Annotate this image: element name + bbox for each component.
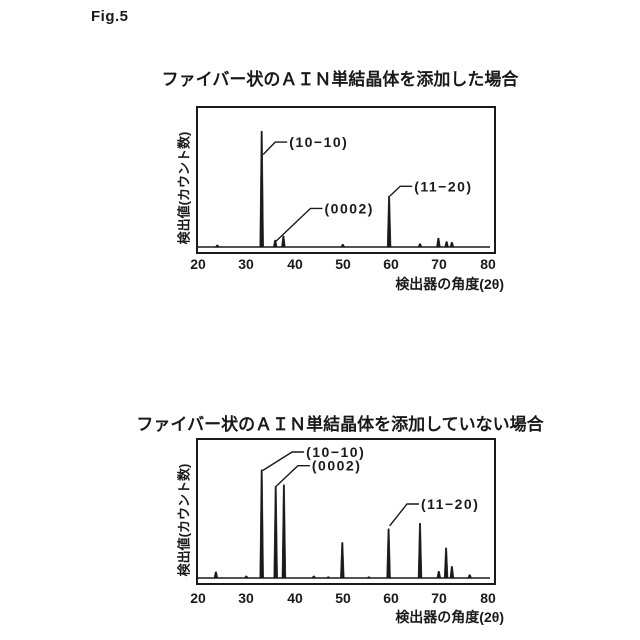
x-tick-label: 30 xyxy=(238,256,254,272)
x-tick-label: 70 xyxy=(431,256,447,272)
xrd-trace-svg: (10−10)(0002) (11−20) xyxy=(198,444,490,579)
x-axis-ticks: 20 30 40 50 60 70 80 xyxy=(0,590,640,608)
x-tick-label: 50 xyxy=(335,256,351,272)
peak-annotation-label: (10−10) xyxy=(289,134,348,150)
plot-area: (10−10) (0002) (11−20) xyxy=(196,106,496,254)
figure-label: Fig.5 xyxy=(91,8,129,25)
x-tick-label: 50 xyxy=(335,590,351,606)
y-axis-label: 検出値(カウント数) xyxy=(176,131,192,245)
x-tick-label: 60 xyxy=(383,256,399,272)
x-tick-label: 40 xyxy=(287,590,303,606)
x-tick-label: 80 xyxy=(480,256,496,272)
plot-area: (10−10) (0002) (11−20) xyxy=(196,438,496,585)
annotation-leader-line xyxy=(275,465,310,487)
x-tick-label: 70 xyxy=(431,590,447,606)
annotation-leader-line xyxy=(389,503,419,527)
x-tick-label: 20 xyxy=(190,590,206,606)
x-tick-label: 60 xyxy=(383,590,399,606)
xrd-chart-with-aln-fiber: ファイバー状のＡＩＮ単結晶体を添加した場合 検出値(カウント数) (10−10)… xyxy=(0,62,640,300)
diffraction-peaks xyxy=(213,469,472,579)
peak-annotation-label: (0002) xyxy=(312,458,361,474)
peak-annotation-label: (11−20) xyxy=(421,496,479,512)
x-axis-label: 検出器の角度(2θ) xyxy=(395,609,504,625)
annotation-leader-line xyxy=(389,185,413,197)
x-axis-ticks: 20 30 40 50 60 70 80 xyxy=(0,256,640,274)
x-tick-label: 30 xyxy=(238,590,254,606)
xrd-chart-without-aln-fiber: ファイバー状のＡＩＮ単結晶体を添加していない場合 検出値(カウント数) (10−… xyxy=(0,404,640,636)
y-axis-label: 検出値(カウント数) xyxy=(176,463,192,577)
x-tick-label: 80 xyxy=(480,590,496,606)
x-tick-label: 40 xyxy=(287,256,303,272)
diffraction-peaks xyxy=(214,130,455,248)
peak-annotation-label: (11−20) xyxy=(414,178,472,194)
annotation-leader-line xyxy=(275,207,323,243)
xrd-trace-svg: (10−10) (0002) (11−20) xyxy=(198,130,490,248)
annotation-leader-line xyxy=(262,141,288,155)
peak-annotation-label: (10−10) xyxy=(306,444,365,460)
chart-title: ファイバー状のＡＩＮ単結晶体を添加していない場合 xyxy=(136,415,544,434)
chart-title: ファイバー状のＡＩＮ単結晶体を添加した場合 xyxy=(161,70,519,89)
x-tick-label: 20 xyxy=(190,256,206,272)
peak-annotation-label: (0002) xyxy=(325,200,374,216)
annotation-leader-line xyxy=(262,451,305,472)
x-axis-label: 検出器の角度(2θ) xyxy=(395,276,504,292)
